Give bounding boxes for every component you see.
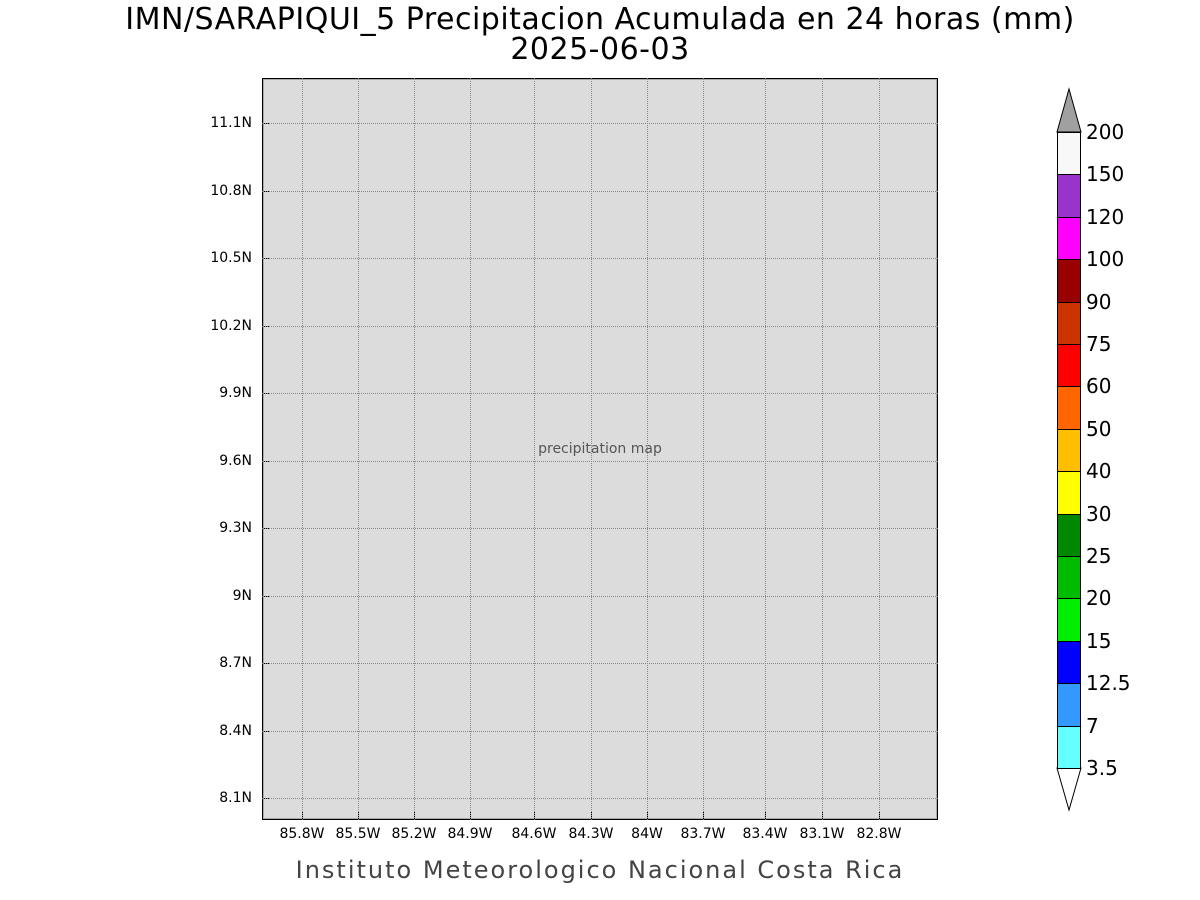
longitude-gridline — [879, 78, 880, 820]
legend-label: 20 — [1086, 586, 1112, 611]
longitude-gridline — [470, 78, 471, 820]
longitude-tick-label: 84W — [631, 826, 663, 842]
legend-color-box — [1057, 216, 1081, 261]
latitude-tick-label: 9N — [232, 588, 252, 604]
legend-label: 200 — [1086, 120, 1125, 144]
longitude-gridline — [534, 78, 535, 820]
latitude-tick-label: 9.3N — [219, 520, 252, 536]
longitude-tick-label: 83.1W — [799, 826, 845, 842]
latitude-gridline — [262, 393, 938, 394]
longitude-gridline — [822, 78, 823, 820]
legend-over-triangle — [1056, 87, 1082, 133]
legend-label: 75 — [1086, 332, 1112, 356]
legend-label: 12.5 — [1086, 671, 1131, 696]
legend-under-triangle — [1056, 767, 1082, 812]
color-scale-legend — [1056, 87, 1082, 812]
legend-color-box — [1057, 640, 1081, 685]
legend-color-box — [1057, 344, 1081, 388]
chart-date: 2025-06-03 — [510, 32, 690, 67]
legend-label: 15 — [1086, 628, 1112, 653]
latitude-tick-label: 8.1N — [219, 790, 252, 806]
longitude-tick-label: 85.2W — [391, 826, 437, 842]
longitude-gridline — [703, 78, 704, 820]
legend-color-box — [1057, 386, 1081, 430]
legend-color-box — [1057, 513, 1081, 557]
longitude-gridline — [591, 78, 592, 820]
latitude-gridline — [262, 596, 938, 597]
map-frame: precipitation map — [262, 78, 938, 820]
legend-label: 150 — [1086, 162, 1125, 187]
legend-label: 50 — [1086, 416, 1112, 441]
legend-color-box — [1057, 259, 1081, 303]
footer-credit: Instituto Meteorologico Nacional Costa R… — [295, 856, 905, 884]
latitude-tick-label: 10.8N — [210, 183, 252, 199]
longitude-tick-label: 82.8W — [856, 826, 902, 842]
latitude-gridline — [262, 461, 938, 462]
latitude-tick-label: 10.2N — [210, 318, 252, 334]
legend-label: 3.5 — [1086, 756, 1118, 780]
legend-color-box — [1057, 132, 1081, 176]
latitude-tick-label: 8.7N — [219, 655, 252, 671]
legend-label: 90 — [1086, 289, 1112, 314]
legend-label: 100 — [1086, 247, 1125, 272]
latitude-gridline — [262, 798, 938, 799]
longitude-gridline — [765, 78, 766, 820]
longitude-tick-label: 84.3W — [568, 826, 614, 842]
legend-color-box — [1057, 174, 1081, 218]
legend-label: 60 — [1086, 374, 1112, 399]
chart-title: IMN/SARAPIQUI_5 Precipitacion Acumulada … — [125, 2, 1075, 37]
legend-color-box — [1057, 683, 1081, 727]
latitude-gridline — [262, 191, 938, 192]
latitude-gridline — [262, 663, 938, 664]
latitude-tick-label: 10.5N — [210, 250, 252, 266]
latitude-gridline — [262, 731, 938, 732]
legend-color-box — [1057, 471, 1081, 515]
longitude-tick-label: 84.9W — [447, 826, 493, 842]
longitude-tick-label: 85.5W — [335, 826, 381, 842]
longitude-tick-label: 85.8W — [279, 826, 325, 842]
latitude-gridline — [262, 258, 938, 259]
latitude-tick-label: 9.9N — [219, 385, 252, 401]
legend-label: 30 — [1086, 501, 1112, 526]
latitude-tick-label: 9.6N — [219, 453, 252, 469]
precipitation-map-image: precipitation map — [263, 79, 937, 819]
latitude-tick-label: 8.4N — [219, 723, 252, 739]
longitude-gridline — [302, 78, 303, 820]
legend-label: 40 — [1086, 459, 1112, 484]
latitude-gridline — [262, 326, 938, 327]
longitude-tick-label: 83.4W — [742, 826, 788, 842]
legend-color-box — [1057, 556, 1081, 600]
legend-label: 7 — [1086, 713, 1099, 738]
longitude-tick-label: 83.7W — [680, 826, 726, 842]
legend-color-box — [1057, 301, 1081, 345]
latitude-gridline — [262, 123, 938, 124]
legend-label: 25 — [1086, 544, 1112, 568]
legend-color-box — [1057, 428, 1081, 473]
longitude-gridline — [358, 78, 359, 820]
longitude-gridline — [647, 78, 648, 820]
latitude-tick-label: 11.1N — [210, 115, 252, 131]
longitude-gridline — [414, 78, 415, 820]
legend-color-box — [1057, 725, 1081, 769]
latitude-gridline — [262, 528, 938, 529]
legend-color-box — [1057, 598, 1081, 642]
longitude-tick-label: 84.6W — [511, 826, 557, 842]
legend-label: 120 — [1086, 204, 1125, 229]
